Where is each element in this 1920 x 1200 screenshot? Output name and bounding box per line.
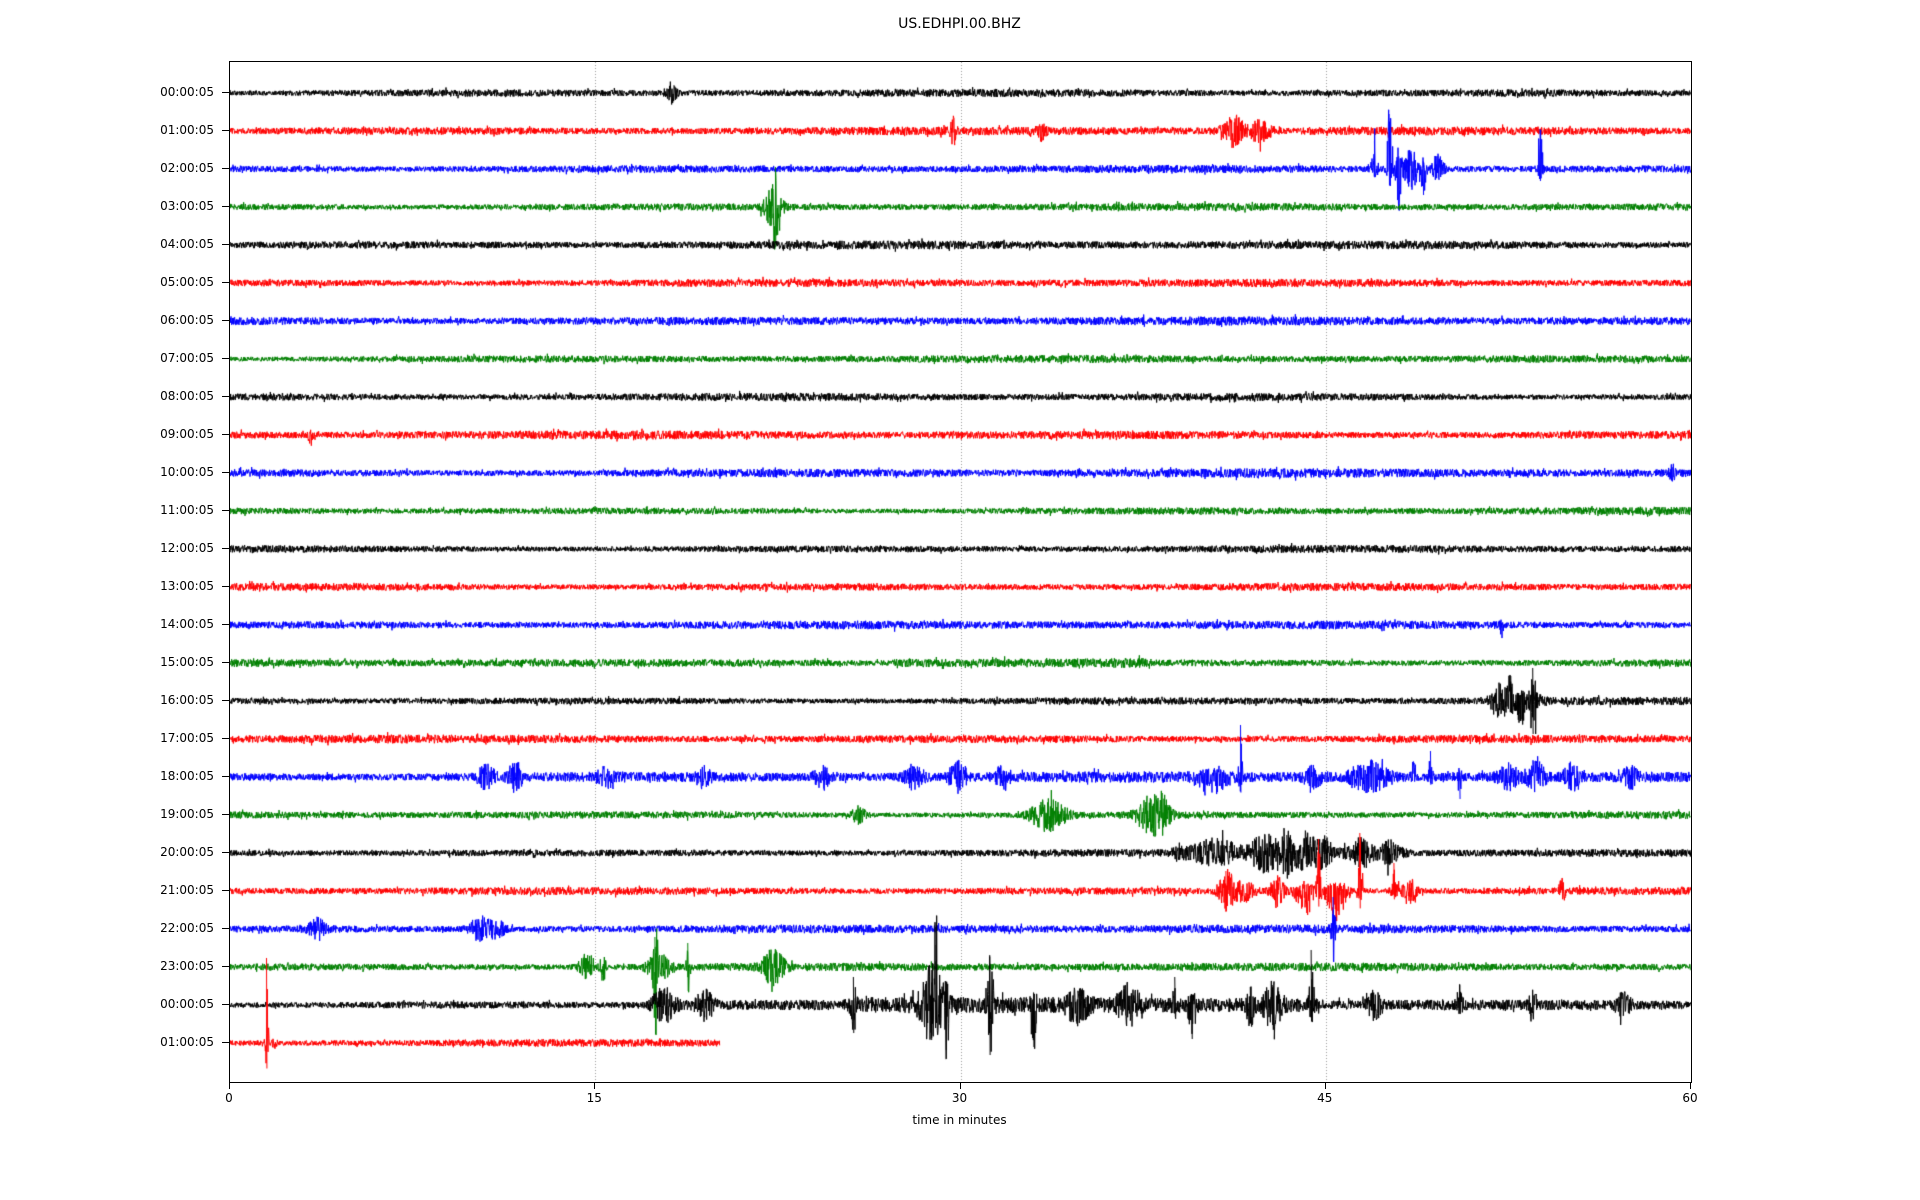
row-time-label: 18:00:05 [160,769,214,783]
y-tick [222,928,229,929]
seismogram-canvas [230,62,1691,1082]
row-time-label: 23:00:05 [160,959,214,973]
row-time-label: 01:00:05 [160,1035,214,1049]
y-tick [222,168,229,169]
row-time-label: 22:00:05 [160,921,214,935]
x-axis-label: time in minutes [912,1113,1007,1127]
y-tick [222,776,229,777]
row-time-label: 13:00:05 [160,579,214,593]
row-time-label: 00:00:05 [160,997,214,1011]
y-tick [222,244,229,245]
x-tick [1324,1083,1326,1089]
x-tick-label: 30 [951,1091,968,1105]
y-tick [222,852,229,853]
x-tick-label: 0 [225,1091,233,1105]
y-tick [222,472,229,473]
row-time-label: 04:00:05 [160,237,214,251]
y-tick [222,966,229,967]
y-tick [222,1042,229,1043]
row-time-label: 07:00:05 [160,351,214,365]
y-tick [222,282,229,283]
page-title: US.EDHPI.00.BHZ [898,16,1021,32]
y-tick [222,434,229,435]
x-tick-label: 45 [1317,1091,1333,1105]
y-tick [222,396,229,397]
x-tick [959,1083,961,1089]
y-tick [222,130,229,131]
x-tick [1690,1083,1691,1089]
y-tick [222,206,229,207]
y-tick [222,814,229,815]
row-time-label: 09:00:05 [160,427,214,441]
y-tick [222,586,229,587]
x-tick-label: 60 [1682,1091,1698,1105]
row-time-label: 19:00:05 [160,807,214,821]
y-tick [222,548,229,549]
x-tick-label: 15 [586,1091,602,1105]
row-time-label: 14:00:05 [160,617,214,631]
row-time-label: 16:00:05 [160,693,214,707]
row-time-label: 06:00:05 [160,313,214,327]
row-time-label: 01:00:05 [160,123,214,137]
y-tick [222,662,229,663]
row-time-label: 10:00:05 [160,465,214,479]
x-tick [229,1083,230,1089]
plot-area [229,61,1692,1083]
row-time-label: 12:00:05 [160,541,214,555]
y-tick [222,510,229,511]
row-time-label: 02:00:05 [160,161,214,175]
row-time-label: 03:00:05 [160,199,214,213]
row-time-label: 08:00:05 [160,389,214,403]
y-tick [222,890,229,891]
row-time-label: 20:00:05 [160,845,214,859]
row-time-label: 21:00:05 [160,883,214,897]
y-tick [222,358,229,359]
y-tick [222,700,229,701]
y-tick [222,320,229,321]
row-time-label: 05:00:05 [160,275,214,289]
row-time-label: 17:00:05 [160,731,214,745]
row-time-label: 11:00:05 [160,503,214,517]
row-time-label: 15:00:05 [160,655,214,669]
y-tick [222,624,229,625]
y-tick [222,92,229,93]
row-time-label: 00:00:05 [160,85,214,99]
x-tick [594,1083,596,1089]
y-tick [222,738,229,739]
y-tick [222,1004,229,1005]
